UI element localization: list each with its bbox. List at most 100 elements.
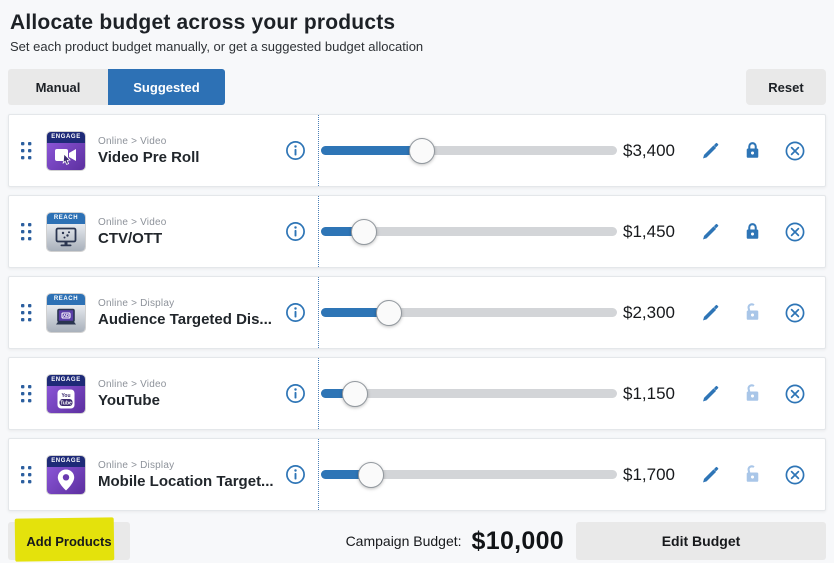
product-name: Video Pre Roll	[98, 148, 200, 166]
campaign-budget-value: $10,000	[471, 526, 564, 555]
reset-button[interactable]: Reset	[746, 69, 826, 105]
product-text: Online > Video CTV/OTT	[98, 217, 167, 247]
page-title: Allocate budget across your products	[10, 11, 396, 34]
product-badge-label: ENGAGE	[47, 131, 85, 143]
product-name: Mobile Location Target...	[98, 472, 274, 490]
slider-thumb[interactable]	[376, 299, 403, 326]
tv-monitor-icon	[47, 223, 85, 251]
budget-value: $1,700	[623, 464, 675, 484]
tabs-row: Manual Suggested Reset	[8, 69, 826, 105]
product-info-section: ENGAGE Online > Display Mobile Location …	[9, 439, 318, 510]
lock-icon[interactable]	[744, 303, 761, 322]
product-icon: REACH AD	[46, 292, 86, 333]
slider-fill	[321, 389, 356, 398]
info-icon[interactable]	[285, 140, 306, 161]
remove-icon[interactable]	[785, 141, 805, 161]
slider-thumb[interactable]	[342, 380, 369, 407]
budget-slider[interactable]	[321, 461, 617, 488]
product-icon: ENGAGE You Tube	[46, 373, 86, 414]
remove-icon[interactable]	[785, 222, 805, 242]
budget-slider[interactable]	[321, 218, 617, 245]
product-badge-label: REACH	[47, 293, 85, 305]
drag-handle-icon[interactable]	[20, 303, 33, 323]
product-info-section: REACH Online > Video CTV/OTT	[9, 196, 318, 267]
lock-icon[interactable]	[744, 222, 761, 241]
product-name: YouTube	[98, 391, 160, 409]
tab-manual[interactable]: Manual	[8, 69, 108, 105]
video-camera-icon	[47, 142, 85, 170]
edit-budget-button[interactable]: Edit Budget	[576, 522, 826, 560]
product-icon: REACH	[46, 211, 86, 252]
product-row: REACH Online > Video CTV/OTT $1,450	[8, 195, 826, 268]
edit-icon[interactable]	[701, 303, 720, 322]
lock-icon[interactable]	[744, 141, 761, 160]
drag-handle-icon[interactable]	[20, 141, 33, 161]
add-products-button[interactable]: Add Products	[8, 517, 130, 562]
campaign-budget: Campaign Budget: $10,000	[346, 527, 564, 556]
product-list: ENGAGE Online > Video Video Pre Roll $3,…	[8, 114, 826, 511]
product-row: ENGAGE Online > Display Mobile Location …	[8, 438, 826, 511]
product-text: Online > Display Mobile Location Target.…	[98, 460, 274, 490]
laptop-ad-icon: AD	[47, 304, 85, 332]
budget-value: $3,400	[623, 140, 675, 160]
info-icon[interactable]	[285, 302, 306, 323]
drag-handle-icon[interactable]	[20, 222, 33, 242]
product-info-section: ENGAGE You Tube Online > Video YouTube	[9, 358, 318, 429]
slider-thumb[interactable]	[350, 218, 377, 245]
slider-section: $3,400	[318, 115, 825, 186]
product-row: REACH AD Online > Display Audience Targe…	[8, 276, 826, 349]
location-pin-icon	[47, 466, 85, 494]
product-icon: ENGAGE	[46, 130, 86, 171]
budget-slider[interactable]	[321, 137, 617, 164]
product-category: Online > Display	[98, 297, 175, 309]
drag-handle-icon[interactable]	[20, 465, 33, 485]
edit-icon[interactable]	[701, 384, 720, 403]
budget-slider[interactable]	[321, 299, 617, 326]
product-category: Online > Video	[98, 216, 167, 228]
info-icon[interactable]	[285, 221, 306, 242]
product-name: Audience Targeted Dis...	[98, 310, 272, 328]
info-icon[interactable]	[285, 383, 306, 404]
product-info-section: REACH AD Online > Display Audience Targe…	[9, 277, 318, 348]
product-row: ENGAGE You Tube Online > Video YouTube $1…	[8, 357, 826, 430]
product-badge-label: ENGAGE	[47, 374, 85, 386]
product-text: Online > Display Audience Targeted Dis..…	[98, 298, 272, 328]
slider-thumb[interactable]	[408, 137, 435, 164]
page-subtitle: Set each product budget manually, or get…	[10, 39, 424, 54]
drag-handle-icon[interactable]	[20, 384, 33, 404]
svg-text:You: You	[61, 393, 70, 399]
lock-icon[interactable]	[744, 465, 761, 484]
budget-slider[interactable]	[321, 380, 617, 407]
product-badge-label: REACH	[47, 212, 85, 224]
remove-icon[interactable]	[785, 303, 805, 323]
product-icon: ENGAGE	[46, 454, 86, 495]
campaign-budget-label: Campaign Budget:	[345, 533, 462, 549]
product-category: Online > Video	[98, 135, 167, 147]
svg-text:Tube: Tube	[60, 400, 72, 406]
slider-section: $1,150	[318, 358, 825, 429]
info-icon[interactable]	[285, 464, 306, 485]
product-name: CTV/OTT	[98, 229, 163, 247]
product-text: Online > Video YouTube	[98, 379, 167, 409]
budget-value: $1,450	[623, 221, 675, 241]
budget-value: $1,150	[623, 383, 675, 403]
slider-fill	[321, 227, 364, 236]
remove-icon[interactable]	[785, 465, 805, 485]
highlight-annotation	[14, 517, 115, 562]
product-info-section: ENGAGE Online > Video Video Pre Roll	[9, 115, 318, 186]
remove-icon[interactable]	[785, 384, 805, 404]
slider-section: $2,300	[318, 277, 825, 348]
edit-icon[interactable]	[701, 141, 720, 160]
tab-suggested[interactable]: Suggested	[108, 69, 225, 105]
slider-fill	[321, 146, 422, 155]
svg-text:AD: AD	[63, 313, 69, 318]
slider-fill	[321, 308, 390, 317]
edit-icon[interactable]	[701, 465, 720, 484]
product-row: ENGAGE Online > Video Video Pre Roll $3,…	[8, 114, 826, 187]
edit-icon[interactable]	[701, 222, 720, 241]
slider-section: $1,450	[318, 196, 825, 267]
footer-bar: Add Products Campaign Budget: $10,000 Ed…	[8, 517, 826, 562]
slider-thumb[interactable]	[358, 461, 385, 488]
lock-icon[interactable]	[744, 384, 761, 403]
